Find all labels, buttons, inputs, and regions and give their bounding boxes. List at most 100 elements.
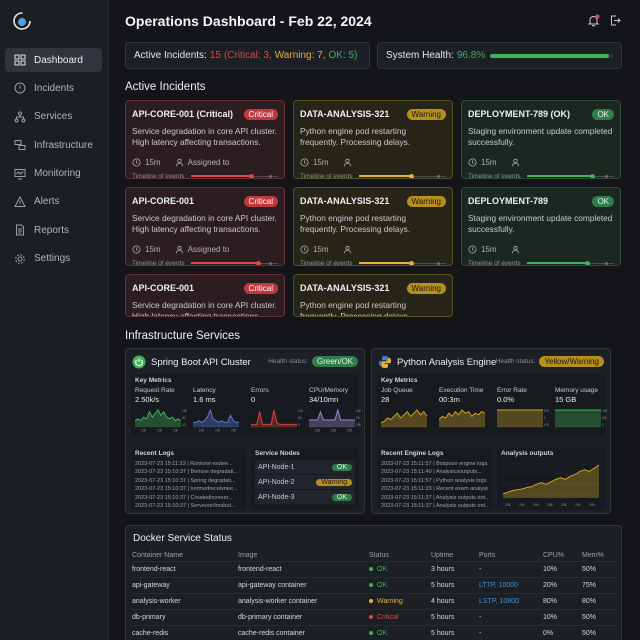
timeline-track (526, 260, 614, 265)
timeline-marker[interactable] (408, 260, 414, 265)
timeline-marker[interactable] (585, 260, 591, 265)
incident-card[interactable]: DATA-ANALYSIS-321 Warning Python engine po… (293, 187, 453, 266)
active-incidents-heading: Active Incidents (125, 81, 206, 93)
sparkline-line (503, 464, 599, 495)
table-row[interactable]: db-primary db-primary container Critical 5 … (132, 610, 617, 626)
container-name: cache-redis (132, 630, 169, 637)
metric-sparkline: 10% 0 0.5% (497, 409, 549, 428)
table-row[interactable]: api-gateway api-gateway container OK 5 hour… (132, 578, 617, 594)
table-row[interactable]: cache-redis cache-redis container OK 5 hour… (132, 626, 617, 640)
column-header[interactable]: Container Name (132, 552, 183, 559)
sidebar-item-reports[interactable]: Reports (5, 218, 102, 242)
incident-card[interactable]: DEPLOYMENT-789 OK Staging environment upda… (461, 187, 621, 266)
incident-summary-label: Active Incidents: (134, 50, 207, 61)
container-status: OK (369, 582, 387, 589)
container-uptime: 4 hours (431, 598, 455, 605)
incident-card[interactable]: API-CORE-001 Critical Service degradation … (125, 274, 285, 317)
sparkline-frame (497, 409, 543, 427)
container-ports[interactable]: LTTP, 10000 (479, 582, 519, 589)
service-node-status: OK (331, 463, 352, 471)
incident-title: DATA-ANALYSIS-321 (300, 283, 390, 293)
health-status-label: Health status: (268, 358, 308, 365)
incident-description: Service degradation in core API cluster.… (132, 126, 277, 147)
column-header[interactable]: Uptime (431, 552, 454, 559)
incident-card[interactable]: DEPLOYMENT-789 (OK) OK Staging environment… (461, 100, 621, 179)
metric-label: Memory usage (555, 387, 598, 394)
incident-card[interactable]: API-CORE-001 Critical Service degradation … (125, 187, 285, 266)
alert-circle-icon (14, 82, 26, 94)
column-header[interactable]: Status (369, 552, 389, 559)
metric-job-queue: Job Queue 28 (381, 387, 437, 432)
app-logo-icon[interactable] (13, 12, 31, 30)
notification-bell-icon[interactable] (587, 14, 600, 27)
table-row[interactable]: analysis-worker analysis-worker container… (132, 594, 617, 610)
incident-card[interactable]: DATA-ANALYSIS-321 Warning Python engine po… (293, 100, 453, 179)
service-header: Spring Boot API Cluster Health status: Gre… (132, 355, 358, 369)
sparkline-line (381, 409, 427, 424)
incident-severity-badge: Warning (406, 282, 446, 294)
metric-value: 28 (381, 395, 390, 404)
timeline-label: Timeline of events (132, 172, 185, 179)
sparkline-x-tick: 10k (141, 429, 147, 433)
timeline-track (358, 173, 446, 178)
logout-icon[interactable] (609, 14, 622, 27)
sidebar-item-label: Reports (34, 224, 70, 236)
sidebar-item-label: Monitoring (34, 168, 81, 180)
service-node-row[interactable]: API-Node-1 OK (255, 460, 355, 474)
column-header[interactable]: Image (238, 552, 258, 559)
service-node-row[interactable]: API-Node-3 OK (255, 490, 355, 504)
sparkline-y-tick: 15B (602, 409, 607, 413)
sidebar-item-services[interactable]: Services (5, 105, 102, 129)
column-header[interactable]: CPU% (543, 552, 565, 559)
server-icon (14, 140, 26, 151)
analysis-outputs-svg: 20k 20k 20k 20k 20k 20k 20k (503, 463, 599, 507)
container-status-text: Warning (377, 598, 403, 605)
spring-icon (132, 355, 146, 369)
timeline-progress (358, 175, 411, 177)
incident-card[interactable]: API-CORE-001 (Critical) Critical Service d… (125, 100, 285, 179)
sidebar-item-alerts[interactable]: Alerts (5, 190, 102, 214)
service-node-row[interactable]: API-Node-2 Warning (255, 475, 355, 489)
incident-card-header: DEPLOYMENT-789 OK (468, 194, 614, 208)
log-entry: 2023-07-23 15:10:37 | normedreceivnee... (135, 486, 238, 493)
timeline-marker[interactable] (256, 260, 262, 265)
sparkline-y-tick: 0 (298, 423, 300, 427)
sparkline-area (497, 410, 543, 427)
container-ports[interactable]: LSTP, 10800 (479, 598, 519, 605)
service-name: Spring Boot API Cluster (151, 356, 251, 368)
sidebar-item-infrastructure[interactable]: Infrastructure (5, 133, 102, 157)
service-node-name: API-Node-1 (258, 463, 295, 471)
log-entry: 2023-07-23 15:11:40 | Analysicsoutputs..… (381, 469, 482, 476)
container-image: api-gateway container (238, 582, 307, 589)
container-image: db-primary container (238, 614, 303, 621)
sidebar-item-settings[interactable]: Settings (5, 247, 102, 271)
column-header[interactable]: Mem% (582, 552, 604, 559)
sidebar-item-label: Services (34, 111, 73, 123)
chart-plot-area (503, 464, 599, 498)
clock-icon (132, 245, 141, 253)
incident-card-header: DATA-ANALYSIS-321 Warning (300, 281, 446, 295)
sidebar-item-incidents[interactable]: Incidents (5, 76, 102, 100)
chart-x-tick: 20k (575, 503, 581, 507)
incident-timeline: Timeline of events (468, 171, 614, 178)
timeline-marker[interactable] (249, 173, 255, 178)
table-row[interactable]: frontend-react frontend-react OK 3 hours - 10… (132, 562, 617, 578)
incident-card[interactable]: DATA-ANALYSIS-321 Warning Python engine po… (293, 274, 453, 317)
container-status-text: OK (377, 582, 388, 589)
sidebar-item-dashboard[interactable]: Dashboard (5, 48, 102, 72)
timeline-progress (190, 262, 259, 264)
timeline-marker[interactable] (408, 173, 414, 178)
container-cpu: 80% (543, 598, 558, 605)
column-header[interactable]: Ports (479, 552, 496, 559)
sparkline-line (251, 409, 297, 425)
incident-severity-badge: Critical (243, 108, 278, 120)
incident-total: 15 (209, 50, 221, 61)
sparkline-plot (251, 409, 297, 427)
metric-latency: Latency 1.6 ms 10k 10k 200 (193, 387, 249, 432)
sparkline-frame (439, 409, 485, 427)
recent-logs: Recent Engine Logs 2023-07-23 15:11:57 | … (377, 447, 492, 510)
timeline-marker[interactable] (589, 173, 595, 178)
sparkline-frame (135, 409, 181, 427)
sidebar-item-monitoring[interactable]: Monitoring (5, 162, 102, 186)
